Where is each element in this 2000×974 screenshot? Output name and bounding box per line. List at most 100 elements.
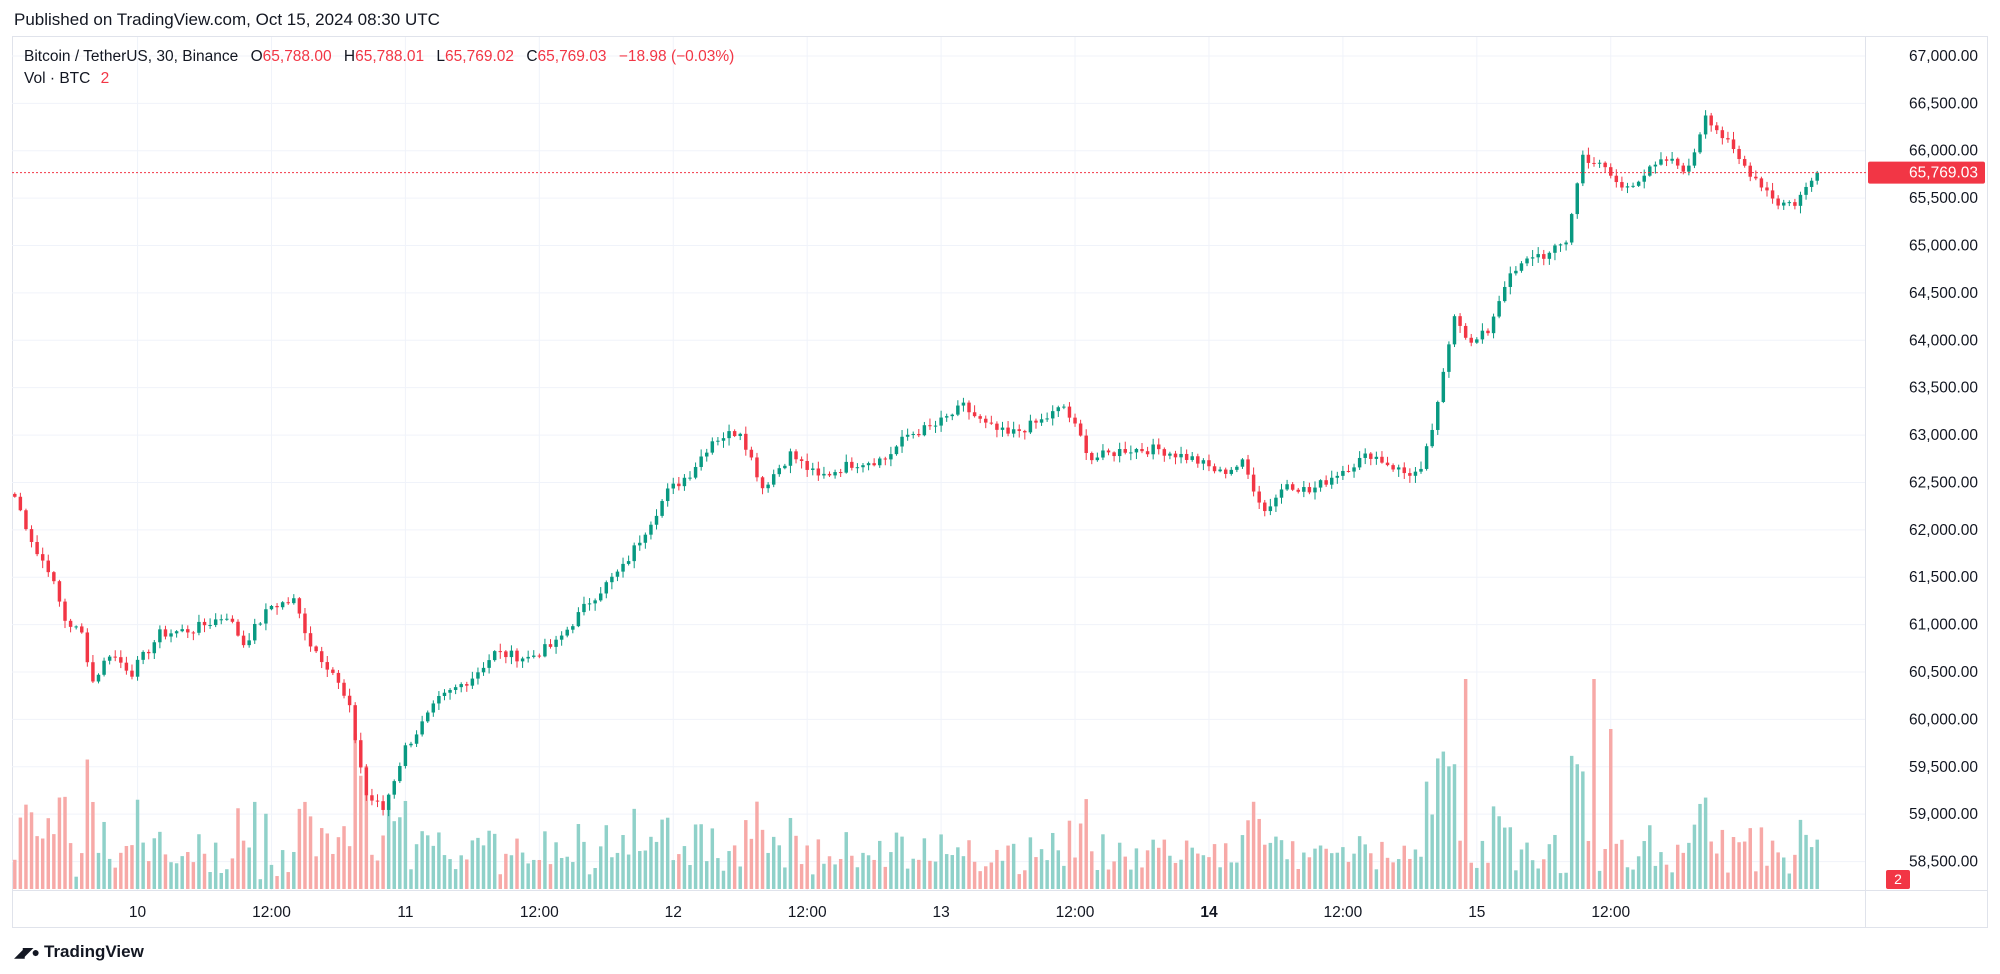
volume-bar	[917, 859, 921, 889]
symbol-label[interactable]: Bitcoin / TetherUS, 30, Binance	[24, 48, 239, 65]
candle-body	[280, 602, 285, 608]
volume-bar	[1246, 820, 1250, 889]
volume-bar	[1597, 870, 1602, 889]
candle-body	[944, 416, 949, 418]
candles	[13, 110, 1819, 817]
high-key: H	[343, 48, 356, 65]
close-value: 65,769.03	[537, 48, 607, 65]
candle-body	[1581, 154, 1585, 184]
candle-body	[292, 598, 296, 604]
candle-body	[1196, 456, 1200, 464]
candle-body	[1341, 470, 1345, 476]
candle-body	[1809, 180, 1814, 187]
volume-bar	[565, 856, 569, 889]
candle-body	[1369, 453, 1373, 459]
candle-body	[928, 425, 932, 427]
candle-body	[470, 678, 475, 686]
candle-body	[827, 473, 832, 476]
volume-bar	[1101, 834, 1105, 889]
volume-bar	[152, 838, 157, 889]
candle-body	[1307, 487, 1312, 493]
candle-body	[838, 472, 843, 474]
candle-body	[124, 662, 129, 671]
volume-bar	[303, 801, 307, 889]
candle-body	[911, 433, 915, 435]
candle-body	[1709, 115, 1713, 126]
volume-bar	[638, 851, 642, 889]
volume-bar	[1117, 842, 1122, 889]
time-tick-label: 12:00	[252, 904, 291, 921]
volume-bar	[80, 853, 84, 889]
candle-body	[1285, 484, 1289, 490]
candle-body	[1006, 427, 1010, 434]
candle-body	[1090, 453, 1094, 461]
candle-body	[1569, 214, 1574, 243]
volume-bar	[1452, 764, 1457, 889]
volume-bar	[286, 872, 290, 889]
volume-bar	[35, 836, 39, 889]
price-tick-label: 64,000.00	[1909, 332, 1978, 349]
volume-bar	[1514, 870, 1518, 889]
volume-bar	[705, 861, 709, 889]
candle-body	[1240, 459, 1245, 467]
volume-bar	[386, 802, 391, 889]
volume-bar	[1436, 758, 1440, 889]
candle-body	[325, 662, 330, 670]
candle-body	[877, 458, 882, 466]
time-tick-label: 15	[1468, 904, 1485, 921]
volume-bar	[119, 852, 123, 889]
volume-bar	[1603, 848, 1607, 889]
candle-body	[515, 650, 519, 662]
time-axis[interactable]: 10 12:00 11 12:00 12 12:00 13 12:00 14 12:00 15 12:…	[129, 904, 1631, 921]
candle-body	[68, 620, 73, 627]
candle-body	[1564, 242, 1568, 245]
candle-body	[732, 431, 737, 437]
candle-body	[610, 576, 614, 583]
candle-body	[593, 600, 597, 604]
candle-body	[1413, 471, 1418, 476]
candle-body	[1078, 423, 1083, 436]
volume-label[interactable]: Vol · BTC	[24, 70, 91, 87]
volume-bar	[855, 867, 860, 889]
candle-body	[1162, 449, 1167, 456]
candle-body	[1586, 154, 1591, 163]
price-axis[interactable]: 67,000.00 66,500.00 66,000.00 65,500.00 65,0…	[1868, 48, 1985, 889]
price-tick-label: 60,500.00	[1909, 664, 1978, 681]
candle-body	[1023, 430, 1027, 433]
volume-bar	[130, 845, 134, 889]
candle-body	[13, 493, 17, 497]
candle-body	[995, 423, 999, 430]
volume-bar	[1798, 819, 1803, 889]
candle-body	[1659, 159, 1663, 165]
candle-body	[392, 781, 396, 795]
candle-body	[1452, 316, 1457, 345]
candle-body	[1357, 457, 1362, 468]
volume-bar	[626, 854, 631, 889]
volume-bar	[777, 845, 782, 889]
volume-bar	[1112, 861, 1116, 889]
candle-body	[978, 416, 982, 419]
volume-bar	[1251, 801, 1256, 889]
volume-bar	[1558, 873, 1563, 889]
candle-body	[1715, 125, 1719, 131]
volume-bar	[1480, 840, 1485, 889]
candle-body	[1290, 484, 1295, 490]
candle-body	[883, 458, 888, 460]
volume-bar	[174, 863, 179, 889]
price-tick-label: 59,500.00	[1909, 759, 1978, 776]
candle-body	[1508, 273, 1513, 287]
tradingview-logo[interactable]: ◢◤● TradingView	[14, 942, 144, 962]
candle-body	[1737, 149, 1741, 160]
candle-body	[219, 619, 223, 621]
candle-body	[18, 496, 23, 511]
volume-bar	[665, 817, 670, 889]
candle-body	[331, 669, 335, 673]
volume-bar	[576, 824, 581, 889]
candle-body	[788, 451, 793, 466]
candle-body	[626, 561, 631, 564]
candle-body	[615, 571, 620, 577]
volume-bar	[1787, 873, 1792, 889]
volume-bar	[1715, 853, 1719, 889]
volume-bar	[347, 846, 352, 889]
